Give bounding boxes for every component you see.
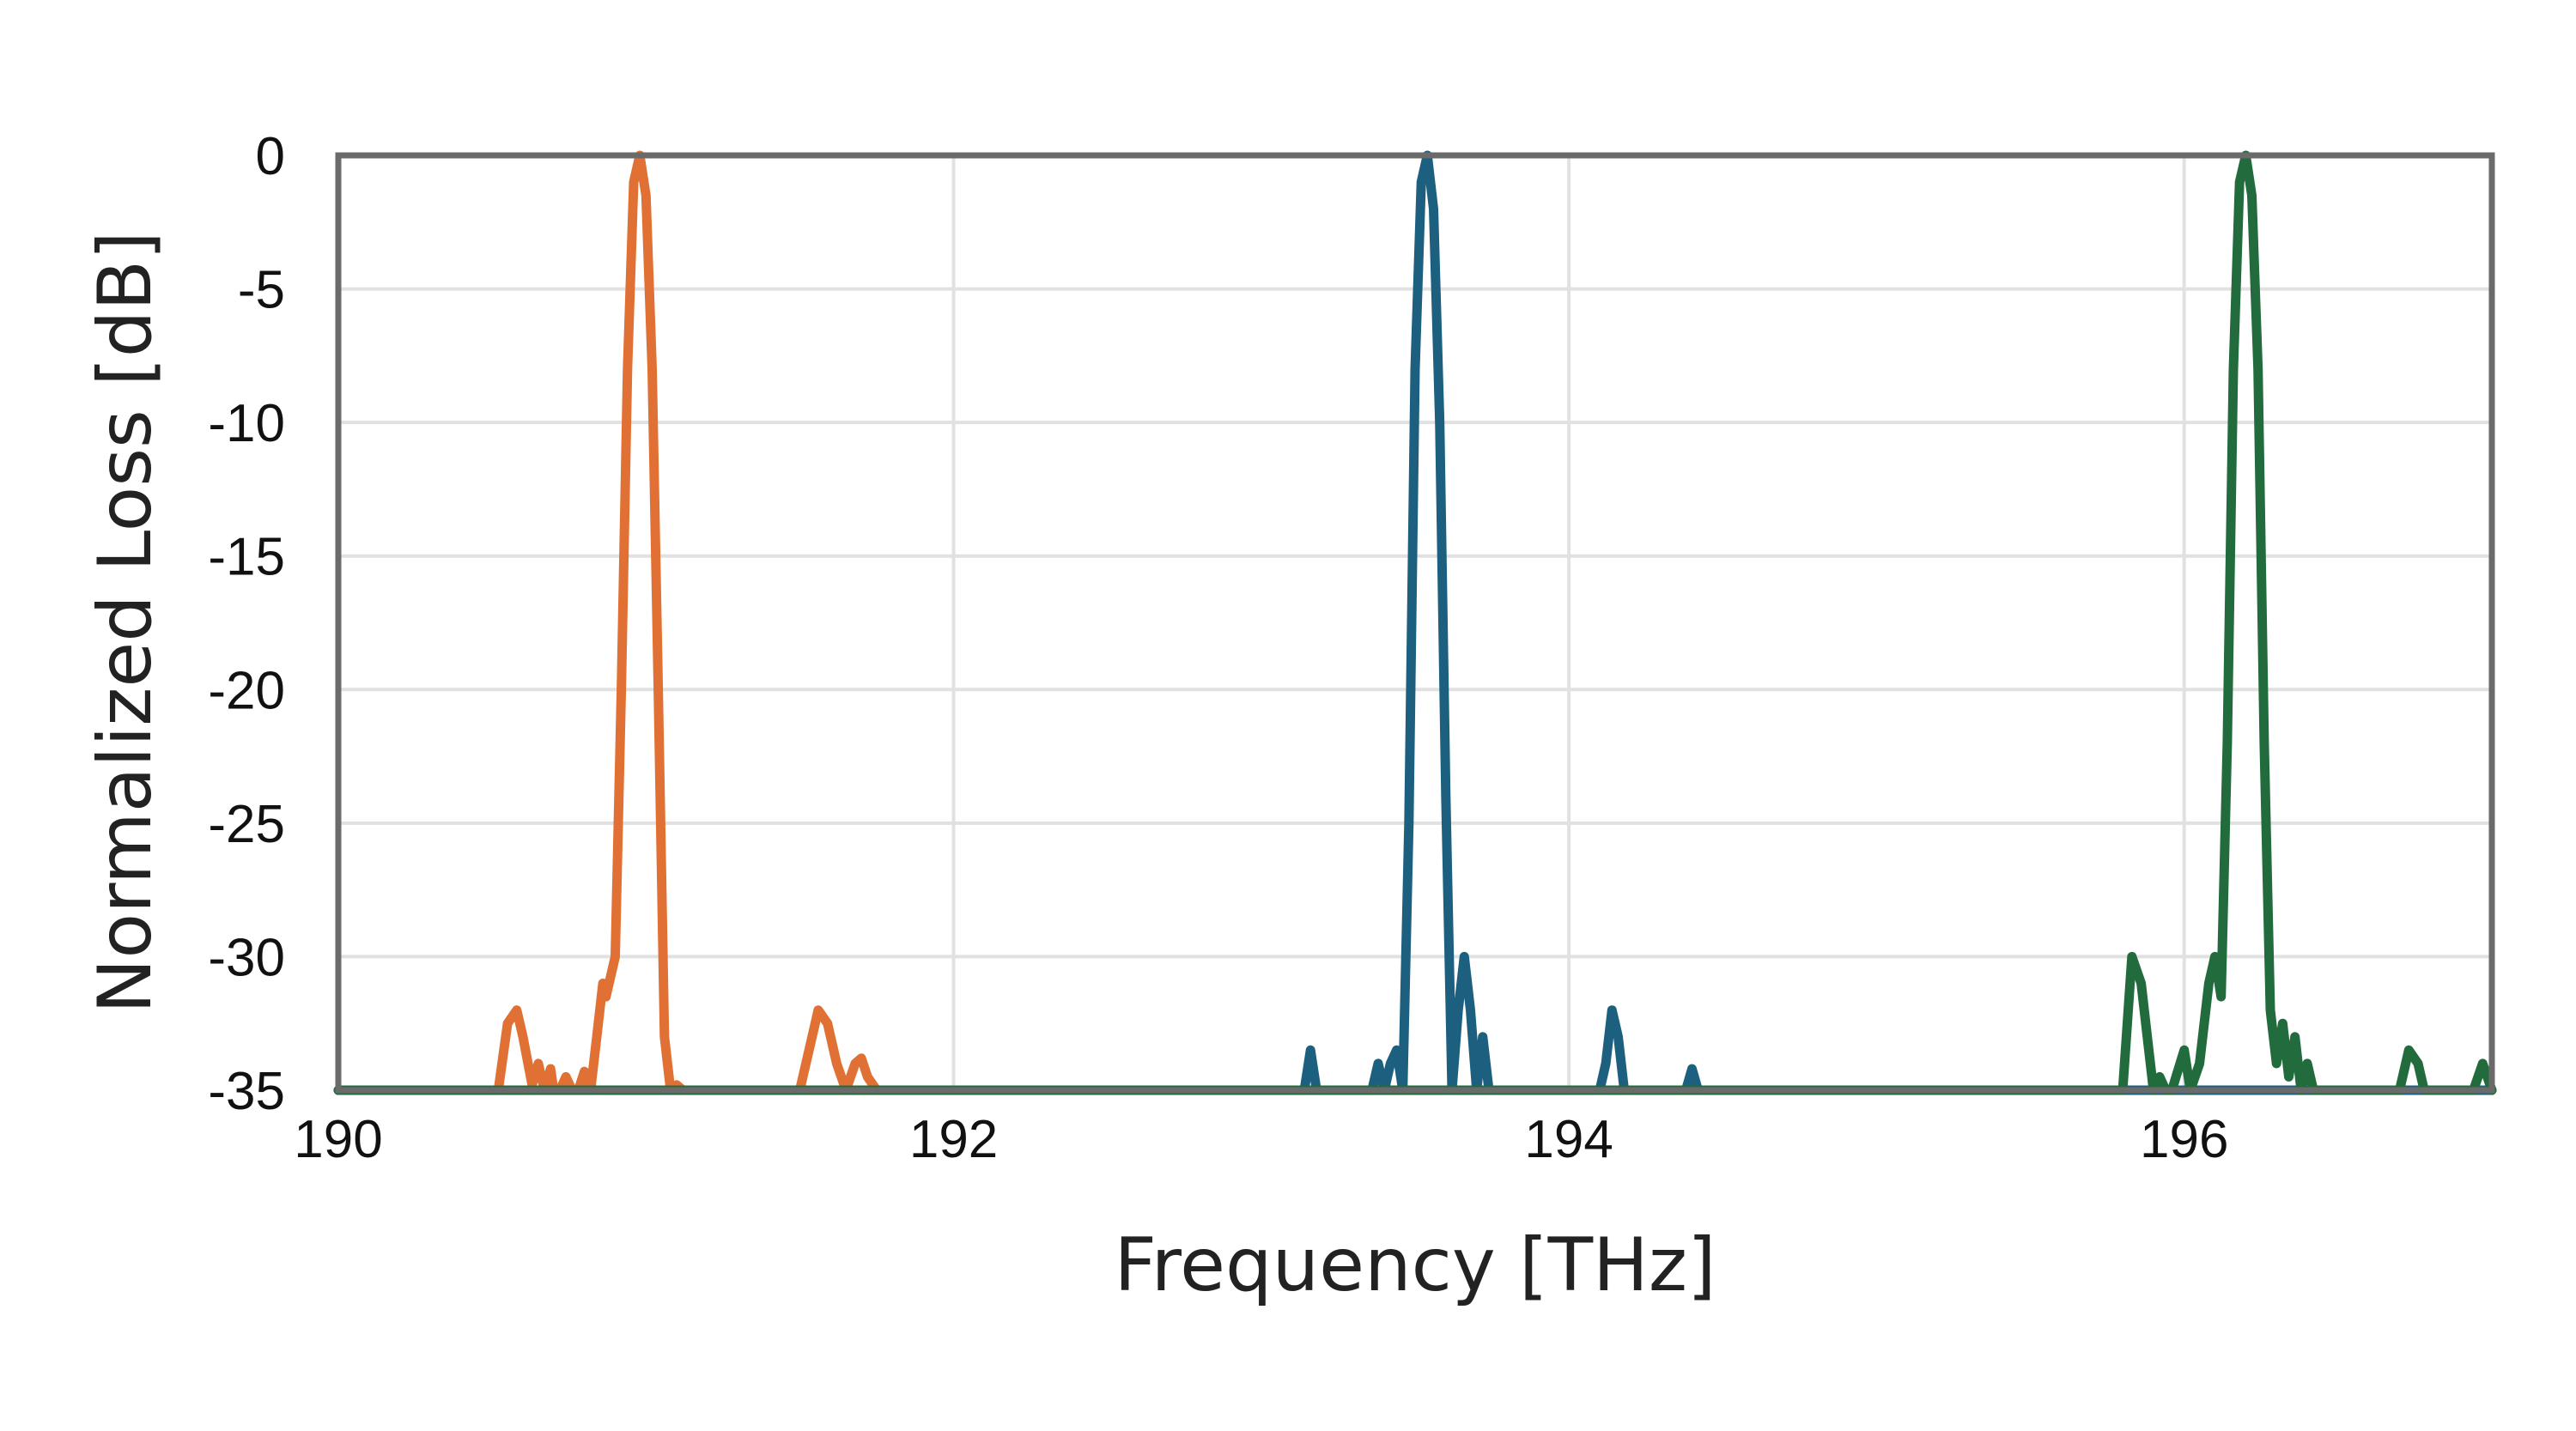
y-tick-label: -5 xyxy=(238,261,285,320)
x-axis-ticks: 190 192 194 196 xyxy=(294,1110,2228,1169)
y-tick-label: -20 xyxy=(208,661,285,720)
y-tick-label: -15 xyxy=(208,528,285,587)
series-line-2 xyxy=(333,150,2497,1095)
y-tick-label: -10 xyxy=(208,394,285,453)
series-line-3 xyxy=(333,150,2497,1095)
y-tick-label: -30 xyxy=(208,928,285,987)
x-tick-label: 194 xyxy=(1524,1110,1613,1169)
plot-frame xyxy=(335,152,2495,1094)
series-layer xyxy=(333,150,2497,1095)
y-axis-label: Normalized Loss [dB] xyxy=(82,231,168,1014)
y-tick-label: 0 xyxy=(256,127,285,186)
y-tick-label: -25 xyxy=(208,795,285,854)
x-axis-label: Frequency [THz] xyxy=(1114,1222,1716,1308)
x-tick-label: 190 xyxy=(294,1110,382,1169)
x-tick-label: 192 xyxy=(909,1110,998,1169)
y-axis-ticks: 0 -5 -10 -15 -20 -25 -30 -35 xyxy=(208,127,285,1121)
x-tick-label: 196 xyxy=(2140,1110,2228,1169)
y-tick-label: -35 xyxy=(208,1062,285,1121)
